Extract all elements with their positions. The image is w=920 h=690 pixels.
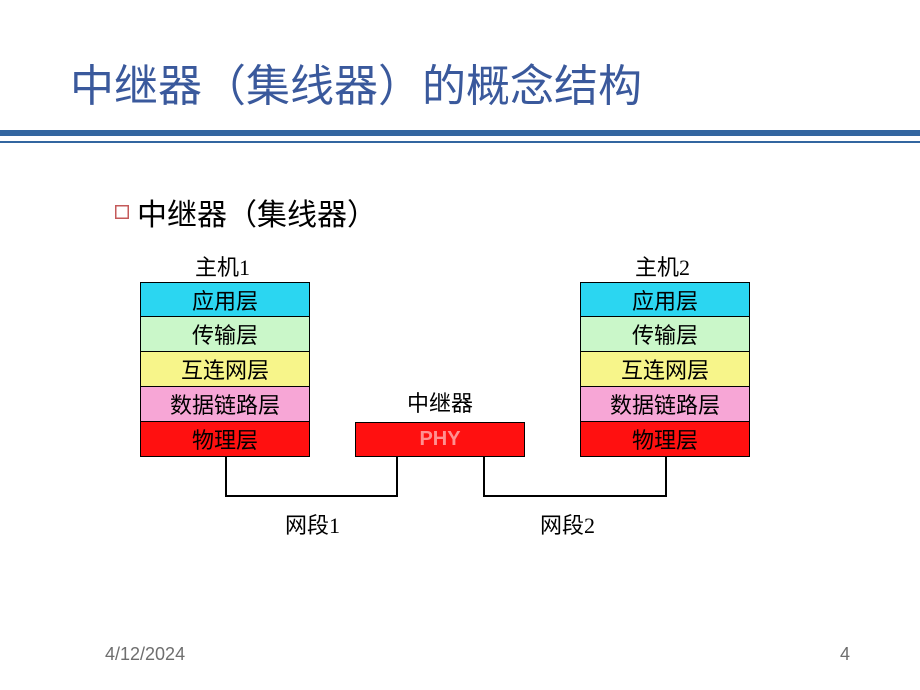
wire-rep-left-down <box>396 457 398 497</box>
bullet-item: 中继器（集线器） <box>115 190 377 234</box>
host2-stack: 应用层传输层互连网层数据链路层物理层 <box>580 282 750 457</box>
footer-page-number: 4 <box>840 644 850 665</box>
host2-layer-4: 物理层 <box>580 422 750 457</box>
concept-diagram: 主机1 主机2 应用层传输层互连网层数据链路层物理层 应用层传输层互连网层数据链… <box>140 250 800 580</box>
title-underline-thin <box>0 141 920 143</box>
host1-label: 主机1 <box>195 250 250 282</box>
host2-label: 主机2 <box>635 250 690 282</box>
host2-layer-1: 传输层 <box>580 317 750 352</box>
repeater-phy-box: PHY <box>355 422 525 457</box>
host2-layer-2: 互连网层 <box>580 352 750 387</box>
host1-stack: 应用层传输层互连网层数据链路层物理层 <box>140 282 310 457</box>
wire-rep-right-down <box>483 457 485 497</box>
bullet-square-icon <box>115 205 129 219</box>
host1-layer-1: 传输层 <box>140 317 310 352</box>
slide-title: 中继器（集线器）的概念结构 <box>70 50 642 114</box>
wire-h1-down <box>225 457 227 495</box>
wire-seg1-horiz <box>225 495 398 497</box>
host1-layer-3: 数据链路层 <box>140 387 310 422</box>
host2-layer-3: 数据链路层 <box>580 387 750 422</box>
host1-layer-0: 应用层 <box>140 282 310 317</box>
repeater-phy-text: PHY <box>419 428 460 451</box>
wire-h2-down <box>665 457 667 497</box>
footer-date: 4/12/2024 <box>105 644 185 665</box>
repeater-label: 中继器 <box>407 386 473 418</box>
segment2-label: 网段2 <box>540 508 595 540</box>
host1-layer-4: 物理层 <box>140 422 310 457</box>
bullet-text: 中继器（集线器） <box>137 190 377 234</box>
wire-seg2-horiz <box>483 495 666 497</box>
title-underline-thick <box>0 130 920 136</box>
segment1-label: 网段1 <box>285 508 340 540</box>
host1-layer-2: 互连网层 <box>140 352 310 387</box>
host2-layer-0: 应用层 <box>580 282 750 317</box>
